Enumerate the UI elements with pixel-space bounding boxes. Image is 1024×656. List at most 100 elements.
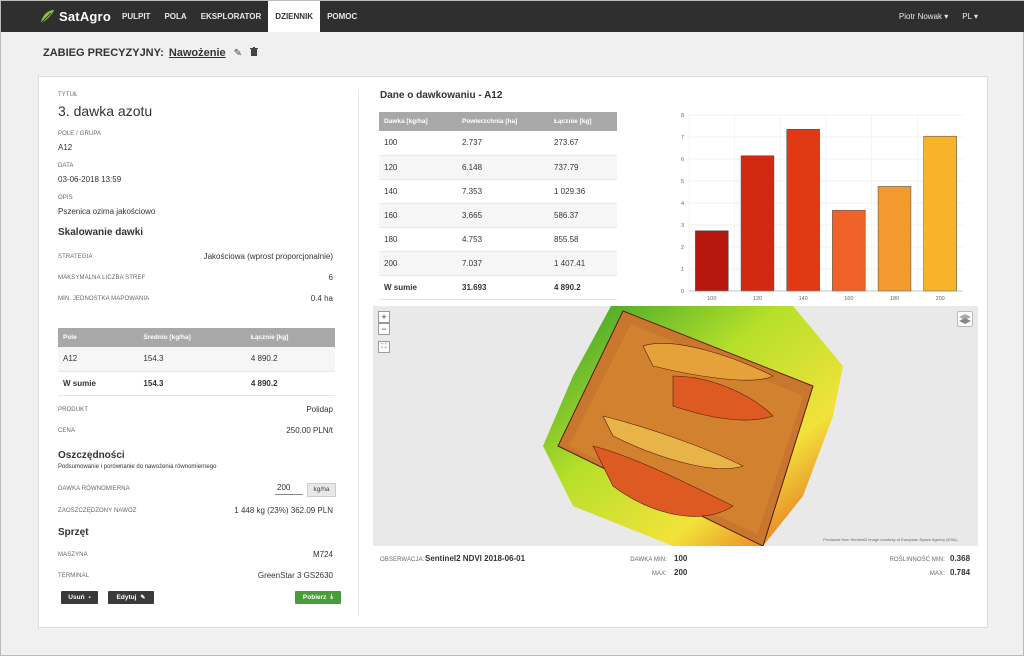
table-row: 120 6.148 737.79 [379, 155, 617, 180]
column-header: Powierzchnia [ha] [457, 112, 549, 131]
pencil-icon: ✎ [140, 595, 146, 601]
y-tick-label: 5 [681, 179, 684, 185]
dose-min-label: DAWKA MIN: [630, 557, 667, 563]
bar[interactable] [786, 128, 820, 292]
scaling-value: 0.4 ha [310, 294, 333, 303]
table-sum-row: W sumie 31.693 4 890.2 [379, 275, 617, 300]
vegetation-max-label: MAX: [929, 571, 945, 577]
y-tick-label: 4 [681, 201, 684, 207]
product-label: PRODUKT [58, 407, 89, 413]
bar[interactable] [877, 186, 912, 292]
uniform-dose-unit: kg/ha [307, 483, 336, 497]
machine-label: MASZYNA [58, 552, 88, 558]
x-tick-label: 100 [707, 296, 716, 302]
brand-name: SatAgro [59, 9, 111, 24]
dose-zone [602, 415, 744, 469]
download-icon: ⤓ [330, 594, 334, 600]
edit-button[interactable]: Edytuj ✎ [108, 591, 154, 604]
nav-item-pulpit[interactable]: PULPIT [122, 12, 151, 21]
bar[interactable] [923, 135, 957, 292]
column-header: Łącznie [kg] [245, 328, 335, 347]
delete-button[interactable]: Usuń ▪ [61, 591, 98, 604]
date-value: 03-06-2018 13:59 [58, 175, 122, 184]
layers-icon[interactable] [957, 311, 973, 327]
field-value: A12 [58, 143, 73, 152]
terminal-label: TERMINAL [58, 573, 90, 579]
pencil-icon[interactable]: ✎ [233, 47, 243, 59]
scaling-label: STRATEGIA [58, 254, 93, 260]
x-tick-label: 180 [890, 296, 899, 302]
field-summary-table: Pole Średnio [kg/ha] Łącznie [kg] A12 15… [58, 328, 335, 396]
table-sum-row: W sumie 154.3 4 890.2 [58, 371, 335, 396]
y-tick-label: 1 [681, 267, 684, 273]
dose-area-bar-chart: 0 1 2 3 4 5 6 7 8 100 120 140 160 180 200 [681, 113, 963, 302]
fullscreen-button[interactable]: ⛶ [378, 341, 390, 353]
nav-item-pomoc[interactable]: POMOC [327, 12, 358, 21]
column-divider [358, 89, 359, 616]
field-label: POLE / GRUPA [58, 131, 102, 137]
nav-item-pola[interactable]: POLA [164, 12, 187, 21]
table-row: 200 7.037 1 407.41 [379, 251, 617, 276]
date-label: DATA [58, 163, 74, 169]
y-tick-label: 7 [681, 135, 684, 141]
x-tick-label: 160 [844, 296, 853, 302]
bar[interactable] [695, 230, 729, 292]
bar[interactable] [832, 210, 866, 292]
table-row: 140 7.353 1 029.36 [379, 179, 617, 204]
trash-icon: ▪ [88, 594, 91, 601]
dosing-heading: Dane o dawkowaniu - A12 [380, 90, 503, 101]
y-tick-label: 8 [681, 113, 684, 119]
column-header: Łącznie [kg] [549, 112, 617, 131]
treatment-type-label: ZABIEG PRECYZYJNY: [43, 47, 164, 59]
vegetation-min-value: 0.368 [950, 554, 971, 563]
zoom-in-button[interactable]: + [378, 311, 390, 323]
x-tick-label: 120 [753, 296, 762, 302]
description-value: Pszenica ozima jakościowo [58, 207, 156, 216]
savings-heading: Oszczędności [58, 450, 125, 461]
machine-value: M724 [312, 550, 333, 559]
bar[interactable] [740, 155, 775, 292]
treatment-type-link[interactable]: Nawożenie [168, 47, 226, 59]
dosing-table: Dawka [kg/ha] Powierzchnia [ha] Łącznie … [379, 112, 617, 300]
column-header: Średnio [kg/ha] [138, 328, 246, 347]
scaling-value: Jakościowa (wprost proporcjonalnie) [203, 252, 333, 261]
download-button[interactable]: Pobierz ⤓ [295, 591, 341, 604]
scaling-heading: Skalowanie dawki [58, 227, 144, 238]
observation-value: Sentinel2 NDVI 2018-06-01 [425, 554, 526, 563]
product-value: Polidap [306, 405, 333, 414]
nav-item-dziennik[interactable]: DZIENNIK [268, 1, 321, 32]
y-tick-label: 6 [681, 157, 684, 163]
uniform-dose-input[interactable]: 200 [275, 483, 303, 495]
top-navbar: SatAgro PULPIT POLA EKSPLORATOR DZIENNIK POM… [1, 1, 1024, 32]
saved-fertilizer-label: ZAOSZCZĘDZONY NAWÓZ [58, 508, 137, 514]
table-row: 160 3.665 586.37 [379, 203, 617, 228]
dose-zone [672, 375, 774, 421]
vegetation-min-label: ROŚLINNOŚĆ MIN: [889, 557, 945, 563]
map-attribution: Produced from Sentinel2 image courtesy o… [823, 537, 958, 542]
table-row: 180 4.753 855.58 [379, 227, 617, 252]
brand-logo[interactable]: SatAgro [39, 8, 111, 25]
scaling-value: 6 [328, 273, 333, 282]
language-menu[interactable]: PL ▾ [962, 12, 978, 21]
title-label: TYTUŁ [58, 92, 78, 98]
dose-map[interactable]: + − ⛶ Produced from Sentinel2 image cour… [373, 306, 978, 546]
dose-max-label: MAX: [651, 571, 667, 577]
y-tick-label: 2 [681, 245, 684, 251]
field-dose-map [543, 306, 843, 546]
zoom-out-button[interactable]: − [378, 323, 390, 335]
scaling-label: MIN. JEDNOSTKA MAPOWANIA [58, 296, 150, 302]
column-header: Pole [58, 328, 139, 347]
page-title: ZABIEG PRECYZYJNY: Nawożenie ✎ [43, 47, 259, 59]
nav-item-eksplorator[interactable]: EKSPLORATOR [200, 12, 262, 21]
dose-zone [642, 343, 774, 381]
vegetation-max-value: 0.784 [950, 568, 971, 577]
user-menu[interactable]: Piotr Nowak ▾ [898, 12, 949, 21]
column-header: Dawka [kg/ha] [379, 112, 457, 131]
y-tick-label: 3 [681, 223, 684, 229]
treatment-title: 3. dawka azotu [58, 103, 153, 119]
dose-min-value: 100 [674, 554, 688, 563]
terminal-value: GreenStar 3 GS2630 [257, 571, 333, 580]
table-row: 100 2.737 273.67 [379, 131, 617, 156]
x-tick-label: 200 [936, 296, 945, 302]
trash-icon[interactable] [250, 47, 259, 59]
